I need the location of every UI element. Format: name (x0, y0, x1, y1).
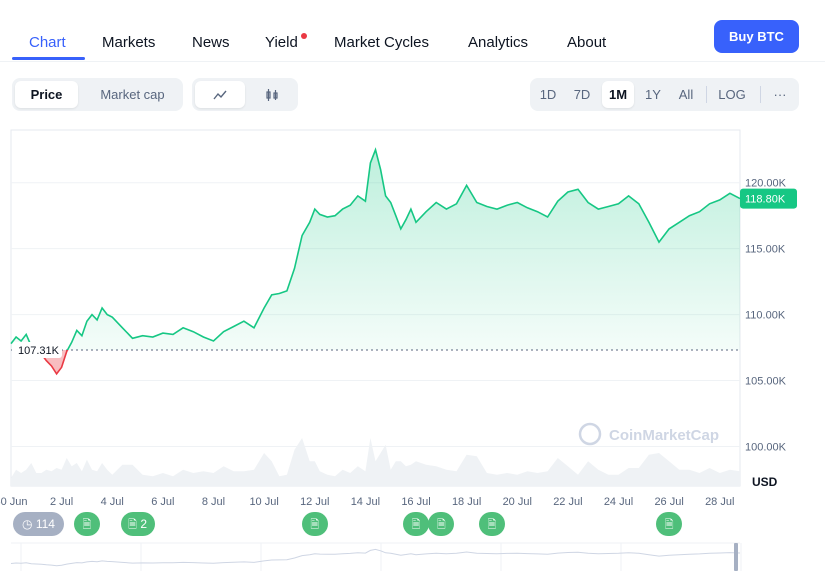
event-badge[interactable]: 🗎 (656, 512, 683, 536)
x-tick-label: 2 Jul (50, 496, 73, 508)
line-chart-icon[interactable] (195, 81, 245, 108)
x-tick-label: 12 Jul (300, 496, 329, 508)
navigator-handle (734, 543, 738, 571)
currency-label: USD (752, 475, 778, 489)
tab-markets[interactable]: Markets (102, 34, 156, 51)
x-tick-label: 28 Jul (705, 496, 734, 508)
price-area-fill-up (11, 149, 740, 351)
baseline-label: 107.31K (12, 342, 62, 359)
history-icon: ◷ (22, 517, 33, 531)
tab-yield[interactable]: Yield (265, 34, 298, 51)
yield-notification-dot (301, 33, 307, 39)
tab-about[interactable]: About (567, 34, 607, 51)
event-badge[interactable]: 🗎 (403, 512, 429, 536)
x-tick-label: 30 Jun (0, 496, 28, 508)
y-tick-label: 105.00K (745, 376, 787, 388)
watermark: CoinMarketCap (578, 422, 719, 446)
x-tick-label: 8 Jul (202, 496, 225, 508)
range-navigator[interactable] (10, 543, 742, 571)
document-icon: 🗎 (487, 519, 497, 531)
document-icon: 🗎 (128, 519, 137, 531)
x-tick-label: 16 Jul (401, 496, 430, 508)
x-tick-label: 4 Jul (101, 496, 124, 508)
history-count: 114 (35, 517, 55, 531)
y-tick-label: 100.00K (745, 441, 787, 453)
range-1m-button[interactable]: 1M (602, 81, 634, 108)
x-tick-label: 14 Jul (351, 496, 380, 508)
document-icon: 🗎 (664, 519, 674, 531)
more-options-button[interactable]: ··· (773, 87, 787, 102)
x-tick-label: 22 Jul (553, 496, 582, 508)
range-7d-button[interactable]: 7D (573, 87, 591, 102)
document-icon: 🗎 (411, 519, 421, 531)
price-chart-svg: CoinMarketCap 107.31K 120.00K 115.00K 110.… (0, 129, 797, 571)
navigator-line (10, 548, 741, 567)
event-count: 2 (136, 517, 147, 531)
y-tick-label: 110.00K (745, 310, 786, 322)
price-chart[interactable]: CoinMarketCap 107.31K 120.00K 115.00K 110.… (0, 125, 825, 571)
view-toggle: Price Market cap (12, 78, 183, 111)
candlestick-icon[interactable] (249, 81, 295, 108)
event-badge[interactable]: 🗎 (428, 512, 455, 536)
coinmarketcap-logo-icon (578, 422, 602, 446)
document-icon: 🗎 (82, 519, 92, 531)
log-scale-button[interactable]: LOG (718, 87, 746, 102)
tab-chart[interactable]: Chart (29, 34, 66, 51)
market-cap-view-button[interactable]: Market cap (100, 87, 165, 102)
divider (706, 86, 707, 103)
active-tab-indicator (12, 57, 85, 60)
current-price-label: 118.80K (745, 194, 786, 206)
event-badge[interactable]: 🗎 (73, 512, 100, 536)
tab-news[interactable]: News (192, 34, 230, 51)
current-price-tag: 118.80K (740, 188, 797, 209)
x-tick-label: 26 Jul (654, 496, 683, 508)
document-icon: 🗎 (436, 519, 446, 531)
tab-market-cycles[interactable]: Market Cycles (334, 34, 430, 51)
history-count-badge[interactable]: ◷ 114 (13, 512, 64, 536)
x-tick-label: 18 Jul (452, 496, 481, 508)
time-range-selector: 1D 7D 1M 1Y All LOG ··· (530, 78, 799, 111)
x-tick-label: 24 Jul (604, 496, 633, 508)
volume-area (11, 438, 740, 486)
baseline-label-text: 107.31K (18, 345, 60, 357)
watermark-text: CoinMarketCap (609, 427, 719, 444)
range-all-button[interactable]: All (678, 87, 694, 102)
range-1d-button[interactable]: 1D (539, 87, 557, 102)
x-tick-label: 6 Jul (151, 496, 174, 508)
chart-style-toggle (192, 78, 298, 111)
y-tick-label: 120.00K (745, 178, 787, 190)
price-view-button[interactable]: Price (15, 81, 78, 108)
y-tick-label: 115.00K (745, 244, 786, 256)
price-line-up (10, 147, 741, 351)
event-badge[interactable]: 🗎 (301, 512, 328, 536)
tab-analytics[interactable]: Analytics (468, 34, 529, 51)
document-icon: 🗎 (310, 519, 320, 531)
divider (760, 86, 761, 103)
range-1y-button[interactable]: 1Y (645, 87, 661, 102)
event-badge[interactable]: 🗎 2 (120, 512, 155, 536)
event-badge[interactable]: 🗎 (478, 512, 505, 536)
x-tick-label: 10 Jul (249, 496, 278, 508)
x-tick-label: 20 Jul (503, 496, 532, 508)
top-nav: Chart Markets News Yield Market Cycles A… (0, 0, 825, 62)
buy-btc-button[interactable]: Buy BTC (714, 20, 799, 53)
